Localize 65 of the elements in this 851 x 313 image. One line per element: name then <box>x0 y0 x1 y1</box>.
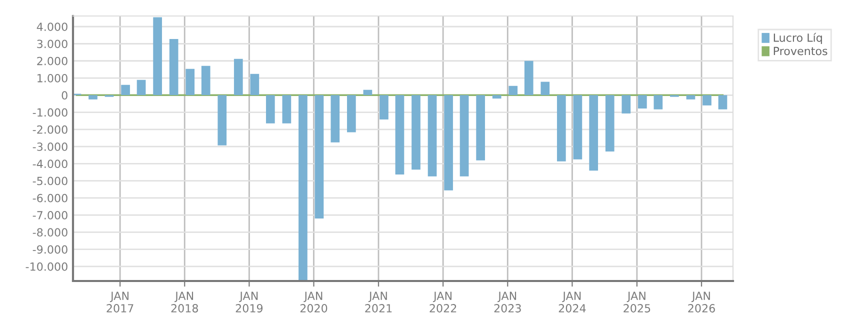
x-tick-label: JAN 2018 <box>171 292 198 312</box>
y-tick-label: -1.000 <box>32 108 68 117</box>
x-tick-label: JAN 2025 <box>624 292 650 312</box>
x-tick-label: JAN 2020 <box>300 292 328 312</box>
y-tick-label: -9.000 <box>32 245 68 254</box>
bar <box>460 95 469 176</box>
bar <box>638 95 647 108</box>
legend-label: Lucro Líq <box>774 32 822 44</box>
y-tick-label: -2.000 <box>32 125 68 134</box>
bar <box>88 95 98 100</box>
bar <box>250 74 260 96</box>
bar <box>218 95 227 146</box>
bar <box>508 86 518 96</box>
bar <box>395 95 404 174</box>
bar <box>476 95 485 160</box>
bar <box>347 95 356 132</box>
bar <box>201 66 210 96</box>
x-tick-label: JAN 2026 <box>688 292 715 312</box>
y-tick-label: -7.000 <box>32 211 68 220</box>
y-tick-label: -4.000 <box>32 160 68 168</box>
bar <box>136 80 146 96</box>
bar <box>412 95 420 170</box>
bar <box>622 95 631 114</box>
y-tick-label: -10.000 <box>26 262 68 271</box>
legend-label: Proventos <box>774 46 828 56</box>
bar <box>605 95 614 152</box>
bar <box>186 68 195 96</box>
bar <box>298 95 308 280</box>
bar <box>266 95 275 124</box>
bar <box>363 90 372 96</box>
x-tick-label: JAN 2019 <box>236 292 263 312</box>
bar <box>589 95 598 171</box>
y-tick-label: 3.000 <box>37 40 68 48</box>
y-tick-label: -8.000 <box>32 228 68 237</box>
bar <box>524 60 534 96</box>
y-tick-label: -5.000 <box>32 176 68 186</box>
x-tick-label: JAN 2017 <box>106 292 134 312</box>
bar <box>556 95 566 162</box>
x-tick-label: JAN 2021 <box>365 292 392 312</box>
y-tick-label: 2.000 <box>37 56 68 66</box>
bar <box>121 84 130 96</box>
x-tick-label: JAN 2024 <box>558 292 586 312</box>
bar <box>428 95 437 176</box>
y-tick-label: 0 <box>62 91 68 100</box>
bar <box>718 95 728 110</box>
bar <box>686 95 696 100</box>
bar <box>573 95 582 160</box>
bar <box>492 95 502 99</box>
bar <box>314 95 324 218</box>
bar <box>153 17 162 96</box>
bar <box>654 95 663 110</box>
bar <box>234 58 243 96</box>
y-tick-label: 4.000 <box>36 22 68 31</box>
bar <box>702 95 712 106</box>
bar <box>330 95 340 142</box>
bar <box>444 95 453 190</box>
bar <box>282 95 292 124</box>
x-tick-label: JAN 2022 <box>430 292 456 312</box>
x-tick-label: JAN 2023 <box>494 292 521 312</box>
y-tick-label: -3.000 <box>32 142 68 151</box>
bar <box>540 82 550 96</box>
bar <box>169 38 178 96</box>
bar <box>380 95 388 120</box>
y-tick-label: -6.000 <box>32 194 68 202</box>
y-tick-label: 1.000 <box>38 74 68 82</box>
